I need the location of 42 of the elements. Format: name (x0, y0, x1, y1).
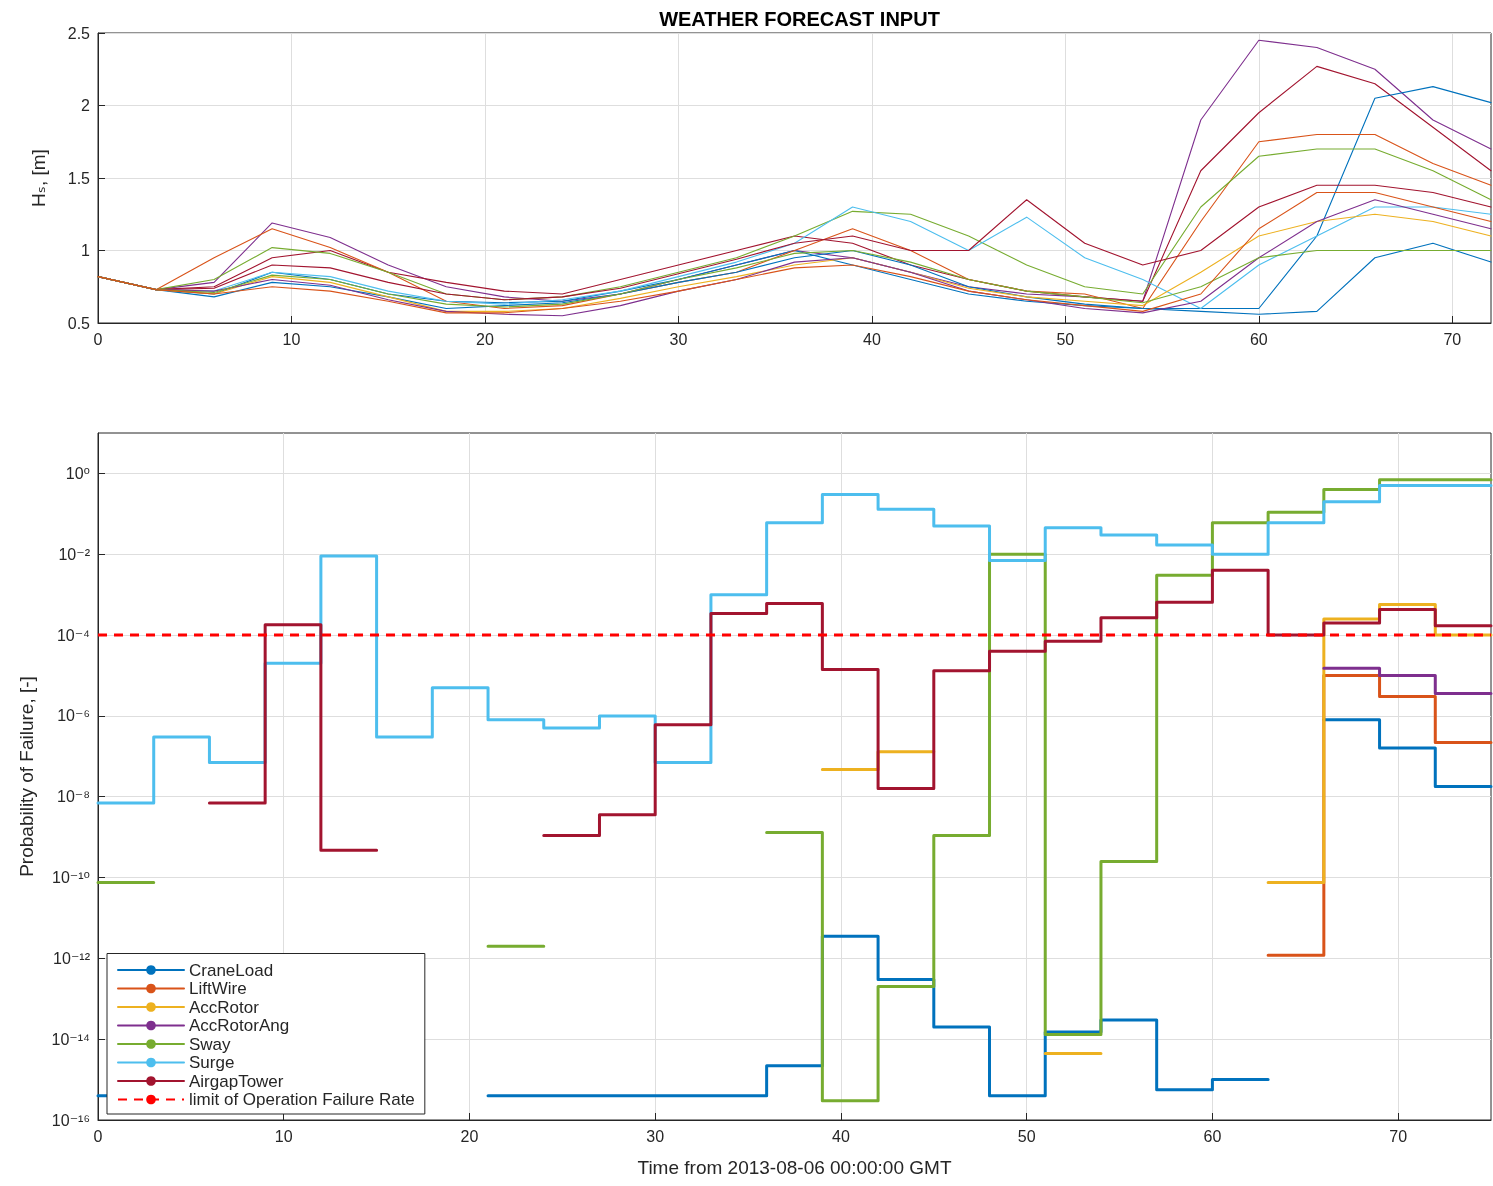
y-tick-label: 10⁻⁸ (57, 788, 90, 806)
x-tick-label: 50 (1056, 330, 1075, 348)
y-tick-label: 10⁻¹² (53, 949, 91, 967)
y-tick-label: 10⁻¹⁶ (51, 1111, 90, 1129)
x-tick-label: 20 (460, 1127, 479, 1145)
y-axis-title: Hₛ, [m] (28, 149, 49, 207)
x-tick-label: 40 (862, 330, 881, 348)
y-tick-label: 1 (81, 242, 91, 259)
y-tick-label: 10⁻¹⁰ (52, 869, 90, 887)
y-tick-label: 1.5 (67, 169, 91, 187)
y-tick-label: 10⁻² (58, 545, 91, 563)
legend-label: AirgapTower (189, 1071, 284, 1091)
x-tick-label: 10 (282, 330, 301, 348)
x-tick-label: 60 (1249, 330, 1268, 348)
x-tick-label: 50 (1017, 1127, 1036, 1145)
x-tick-label: 0 (93, 330, 103, 348)
y-tick-label: 2 (81, 97, 91, 114)
y-tick-label: 10⁻⁶ (57, 707, 90, 725)
x-tick-label: 10 (274, 1127, 293, 1145)
legend-label: Sway (189, 1034, 232, 1054)
chart-title: WEATHER FORECAST INPUT (659, 8, 940, 30)
y-tick-label: 10⁻¹⁴ (51, 1030, 91, 1048)
legend-label: AccRotor (189, 997, 260, 1017)
y-tick-label: 0.5 (67, 314, 91, 332)
x-tick-label: 70 (1443, 330, 1462, 348)
y-tick-label: 2.5 (67, 24, 91, 42)
x-tick-label: 20 (476, 330, 494, 348)
legend-label: limit of Operation Failure Rate (189, 1090, 415, 1109)
x-tick-label: 70 (1389, 1127, 1408, 1145)
legend-label: LiftWire (189, 979, 247, 998)
legend-label: AccRotorAng (189, 1016, 290, 1035)
x-tick-label: 30 (646, 1127, 665, 1145)
y-tick-label: 10⁰ (65, 464, 90, 482)
x-tick-label: 0 (93, 1127, 103, 1145)
x-tick-label: 30 (669, 330, 688, 348)
legend-label: Surge (189, 1053, 235, 1072)
y-axis-title: Probability of Failure, [-] (16, 676, 37, 877)
x-tick-label: 60 (1203, 1127, 1222, 1145)
legend-label: CraneLoad (189, 960, 274, 980)
x-tick-label: 40 (832, 1127, 850, 1145)
x-axis-title: Time from 2013-08-06 00:00:00 GMT (637, 1157, 952, 1178)
y-tick-label: 10⁻⁴ (56, 626, 91, 644)
